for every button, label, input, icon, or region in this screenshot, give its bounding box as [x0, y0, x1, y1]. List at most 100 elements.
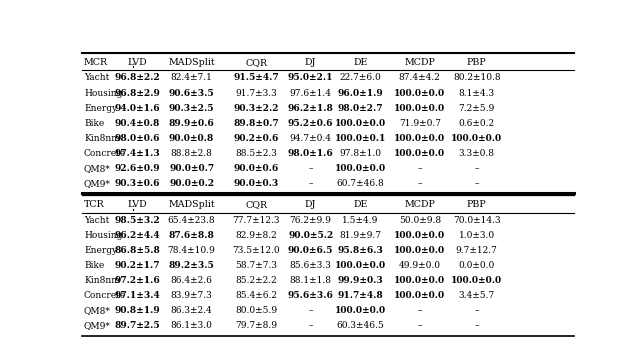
Text: –: –	[308, 321, 313, 330]
Text: Housing: Housing	[84, 88, 122, 98]
Text: PBP: PBP	[467, 200, 486, 209]
Text: 88.1±1.8: 88.1±1.8	[290, 276, 332, 285]
Text: 89.2±3.5: 89.2±3.5	[169, 261, 214, 270]
Text: 90.3±2.5: 90.3±2.5	[169, 104, 214, 113]
Text: 86.8±5.8: 86.8±5.8	[114, 246, 160, 255]
Text: 89.9±0.6: 89.9±0.6	[169, 119, 214, 128]
Text: 94.7±0.4: 94.7±0.4	[290, 134, 332, 143]
Text: –: –	[308, 164, 313, 173]
Text: 80.2±10.8: 80.2±10.8	[453, 74, 500, 83]
Text: 100.0±0.1: 100.0±0.1	[335, 134, 386, 143]
Text: 90.3±2.2: 90.3±2.2	[234, 104, 279, 113]
Text: –: –	[417, 164, 422, 173]
Text: 90.0±5.2: 90.0±5.2	[288, 231, 333, 240]
Text: 90.8±1.9: 90.8±1.9	[114, 306, 160, 315]
Text: –: –	[474, 306, 479, 315]
Text: 96.0±1.9: 96.0±1.9	[337, 88, 383, 98]
Text: 80.0±5.9: 80.0±5.9	[235, 306, 277, 315]
Text: 87.4±4.2: 87.4±4.2	[399, 74, 441, 83]
Text: 97.4±1.3: 97.4±1.3	[114, 149, 160, 158]
Text: Energy: Energy	[84, 104, 117, 113]
Text: 76.2±9.9: 76.2±9.9	[290, 216, 332, 225]
Text: 96.2±4.4: 96.2±4.4	[114, 231, 160, 240]
Text: 95.6±3.6: 95.6±3.6	[288, 291, 333, 300]
Text: 97.2±1.6: 97.2±1.6	[114, 276, 160, 285]
Text: 94.0±1.6: 94.0±1.6	[114, 104, 160, 113]
Text: 97.8±1.0: 97.8±1.0	[339, 149, 381, 158]
Text: 97.1±3.4: 97.1±3.4	[114, 291, 160, 300]
Text: 95.8±6.3: 95.8±6.3	[337, 246, 383, 255]
Text: DJ: DJ	[305, 200, 316, 209]
Text: 100.0±0.0: 100.0±0.0	[394, 246, 445, 255]
Text: 92.6±0.9: 92.6±0.9	[114, 164, 160, 173]
Text: TCR: TCR	[84, 200, 105, 209]
Text: 98.0±2.7: 98.0±2.7	[337, 104, 383, 113]
Text: 100.0±0.0: 100.0±0.0	[394, 231, 445, 240]
Text: 1.5±4.9: 1.5±4.9	[342, 216, 378, 225]
Text: 100.0±0.0: 100.0±0.0	[394, 134, 445, 143]
Text: 100.0±0.0: 100.0±0.0	[394, 149, 445, 158]
Text: Housing: Housing	[84, 231, 122, 240]
Text: 90.2±0.6: 90.2±0.6	[234, 134, 279, 143]
Text: 83.9±7.3: 83.9±7.3	[171, 291, 212, 300]
Text: 7.2±5.9: 7.2±5.9	[459, 104, 495, 113]
Text: 96.2±1.8: 96.2±1.8	[288, 104, 333, 113]
Text: 89.8±0.7: 89.8±0.7	[233, 119, 279, 128]
Text: 70.0±14.3: 70.0±14.3	[453, 216, 500, 225]
Text: PBP: PBP	[467, 58, 486, 67]
Text: 82.4±7.1: 82.4±7.1	[171, 74, 212, 83]
Text: 71.9±0.7: 71.9±0.7	[399, 119, 441, 128]
Text: –: –	[474, 164, 479, 173]
Text: 1.0±3.0: 1.0±3.0	[459, 231, 495, 240]
Text: Yacht: Yacht	[84, 216, 109, 225]
Text: 100.0±0.0: 100.0±0.0	[335, 306, 386, 315]
Text: 90.2±1.7: 90.2±1.7	[115, 261, 160, 270]
Text: QM9*: QM9*	[84, 321, 111, 330]
Text: 100.0±0.0: 100.0±0.0	[451, 134, 502, 143]
Text: Concrete: Concrete	[84, 291, 126, 300]
Text: 90.6±3.5: 90.6±3.5	[169, 88, 214, 98]
Text: 0.0±0.0: 0.0±0.0	[459, 261, 495, 270]
Text: 85.2±2.2: 85.2±2.2	[236, 276, 277, 285]
Text: MCDP: MCDP	[404, 58, 435, 67]
Text: –: –	[417, 321, 422, 330]
Text: –: –	[417, 179, 422, 188]
Text: MCDP: MCDP	[404, 200, 435, 209]
Text: 85.6±3.3: 85.6±3.3	[290, 261, 332, 270]
Text: Energy: Energy	[84, 246, 117, 255]
Text: 100.0±0.0: 100.0±0.0	[335, 164, 386, 173]
Text: 58.7±7.3: 58.7±7.3	[235, 261, 277, 270]
Text: QM8*: QM8*	[84, 306, 111, 315]
Text: Concrete: Concrete	[84, 149, 126, 158]
Text: CQR: CQR	[245, 58, 267, 67]
Text: –: –	[474, 321, 479, 330]
Text: 100.0±0.0: 100.0±0.0	[451, 276, 502, 285]
Text: 90.0±0.8: 90.0±0.8	[169, 134, 214, 143]
Text: 90.0±0.3: 90.0±0.3	[234, 179, 278, 188]
Text: 65.4±23.8: 65.4±23.8	[168, 216, 216, 225]
Text: 90.0±6.5: 90.0±6.5	[288, 246, 333, 255]
Text: 86.4±2.6: 86.4±2.6	[171, 276, 212, 285]
Text: DE: DE	[353, 200, 367, 209]
Text: 90.0±0.6: 90.0±0.6	[234, 164, 278, 173]
Text: 60.7±46.8: 60.7±46.8	[337, 179, 384, 188]
Text: 91.7±4.8: 91.7±4.8	[337, 291, 383, 300]
Text: –: –	[417, 306, 422, 315]
Text: QM9*: QM9*	[84, 179, 111, 188]
Text: 73.5±12.0: 73.5±12.0	[232, 246, 280, 255]
Text: 100.0±0.0: 100.0±0.0	[394, 104, 445, 113]
Text: 98.0±1.6: 98.0±1.6	[288, 149, 333, 158]
Text: 78.4±10.9: 78.4±10.9	[168, 246, 216, 255]
Text: LVD: LVD	[127, 200, 147, 209]
Text: 100.0±0.0: 100.0±0.0	[394, 276, 445, 285]
Text: DE: DE	[353, 58, 367, 67]
Text: Kin8nm: Kin8nm	[84, 134, 120, 143]
Text: Yacht: Yacht	[84, 74, 109, 83]
Text: 96.8±2.2: 96.8±2.2	[114, 74, 160, 83]
Text: 100.0±0.0: 100.0±0.0	[335, 119, 386, 128]
Text: –: –	[308, 306, 313, 315]
Text: 88.5±2.3: 88.5±2.3	[235, 149, 277, 158]
Text: Bike: Bike	[84, 119, 104, 128]
Text: 79.7±8.9: 79.7±8.9	[235, 321, 277, 330]
Text: 60.3±46.5: 60.3±46.5	[337, 321, 384, 330]
